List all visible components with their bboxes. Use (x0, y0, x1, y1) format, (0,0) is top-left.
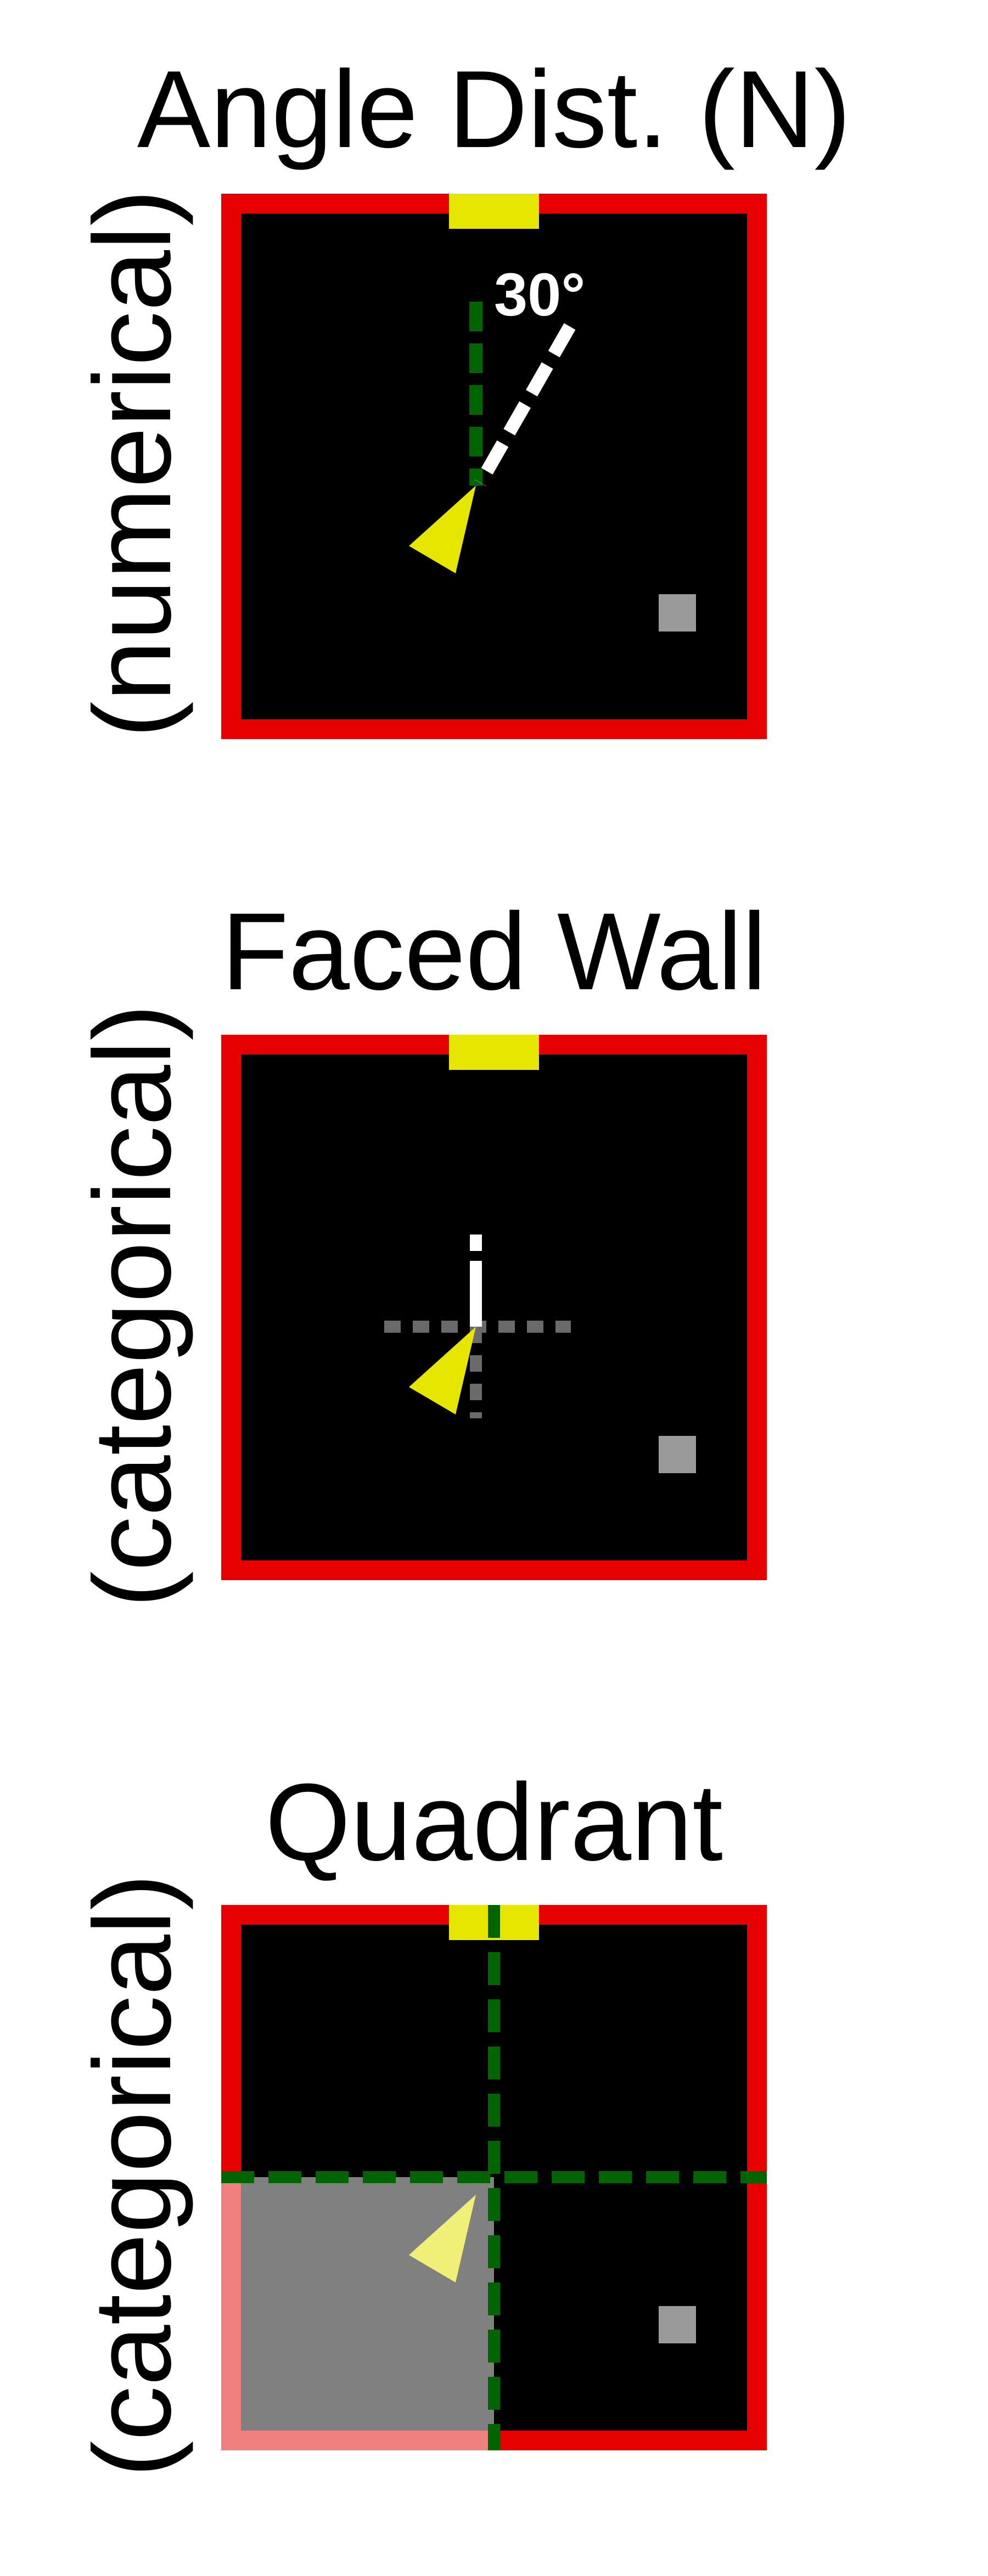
panel-2-title: Faced Wall (222, 890, 767, 1013)
panel-3-ylabel: (categorical) (71, 1874, 194, 2477)
panel-2-floor (241, 1055, 747, 1560)
panel-2-agent-arrow (409, 1327, 476, 1414)
panel-quadrant: Quadrant (categorical) (71, 1761, 767, 2477)
panel-1-ylabel: (numerical) (71, 189, 194, 738)
panel-1-title: Angle Dist. (N) (137, 48, 851, 171)
panel-3-object (659, 2306, 696, 2343)
panel-2-object (659, 1436, 696, 1473)
panel-1-agent-arrow (409, 486, 476, 573)
panel-1-heading-line (474, 323, 576, 486)
panel-angle-dist: Angle Dist. (N) (numerical) 30° (71, 48, 851, 739)
panel-1-object (659, 594, 696, 632)
panel-3-title: Quadrant (265, 1761, 723, 1884)
panel-3-agent-arrow (409, 2195, 476, 2282)
panel-1-goal-marker (449, 194, 539, 229)
panel-2-goal-marker (449, 1035, 539, 1070)
panel-1-angle-label: 30° (494, 261, 585, 329)
panel-faced-wall: Faced Wall (categorical) (71, 890, 767, 1608)
panel-2-ylabel: (categorical) (71, 1004, 194, 1608)
